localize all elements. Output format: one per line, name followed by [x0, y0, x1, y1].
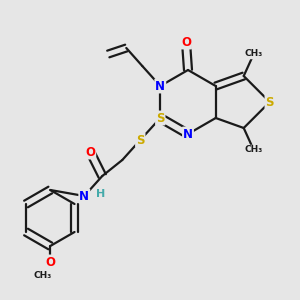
- Text: N: N: [155, 80, 165, 92]
- Text: H: H: [96, 189, 105, 199]
- Text: O: O: [85, 146, 95, 158]
- Text: S: S: [136, 134, 145, 146]
- Text: O: O: [181, 35, 191, 49]
- Text: S: S: [156, 112, 164, 124]
- Text: N: N: [79, 190, 89, 202]
- Text: CH₃: CH₃: [33, 272, 51, 280]
- Text: S: S: [266, 95, 274, 109]
- Text: CH₃: CH₃: [244, 50, 263, 58]
- Text: O: O: [45, 256, 55, 268]
- Text: CH₃: CH₃: [244, 146, 263, 154]
- Text: N: N: [183, 128, 193, 140]
